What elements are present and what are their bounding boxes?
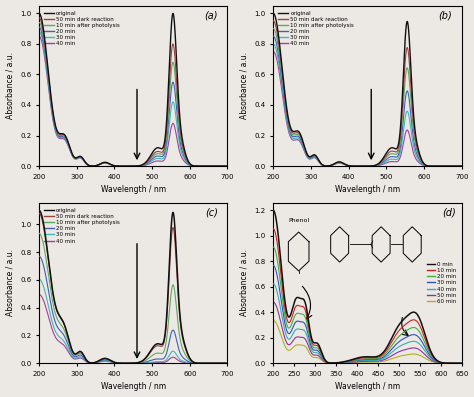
Y-axis label: Absorbance / a.u.: Absorbance / a.u. (6, 249, 15, 316)
X-axis label: Wavelength / nm: Wavelength / nm (100, 382, 166, 391)
Text: (d): (d) (442, 208, 456, 218)
Text: (b): (b) (438, 10, 452, 20)
X-axis label: Wavelength / nm: Wavelength / nm (335, 185, 400, 195)
Y-axis label: Absorbance / a.u.: Absorbance / a.u. (6, 52, 15, 119)
Legend: 0 min, 10 min, 20 min, 30 min, 40 min, 50 min, 60 min: 0 min, 10 min, 20 min, 30 min, 40 min, 5… (425, 260, 459, 306)
Legend: original, 50 min dark reaction, 10 min after photolysis, 20 min, 30 min, 40 min: original, 50 min dark reaction, 10 min a… (42, 205, 122, 246)
Legend: original, 50 min dark reaction, 10 min after photolysis, 20 min, 30 min, 40 min: original, 50 min dark reaction, 10 min a… (276, 8, 356, 49)
Y-axis label: Absorbance / a.u.: Absorbance / a.u. (240, 249, 249, 316)
Text: (a): (a) (205, 10, 218, 20)
Text: (c): (c) (205, 208, 218, 218)
Legend: original, 50 min dark reaction, 10 min after photolysis, 20 min, 30 min, 40 min: original, 50 min dark reaction, 10 min a… (42, 8, 122, 49)
Y-axis label: Absorbance / a.u.: Absorbance / a.u. (240, 52, 249, 119)
X-axis label: Wavelength / nm: Wavelength / nm (335, 382, 400, 391)
X-axis label: Wavelength / nm: Wavelength / nm (100, 185, 166, 195)
